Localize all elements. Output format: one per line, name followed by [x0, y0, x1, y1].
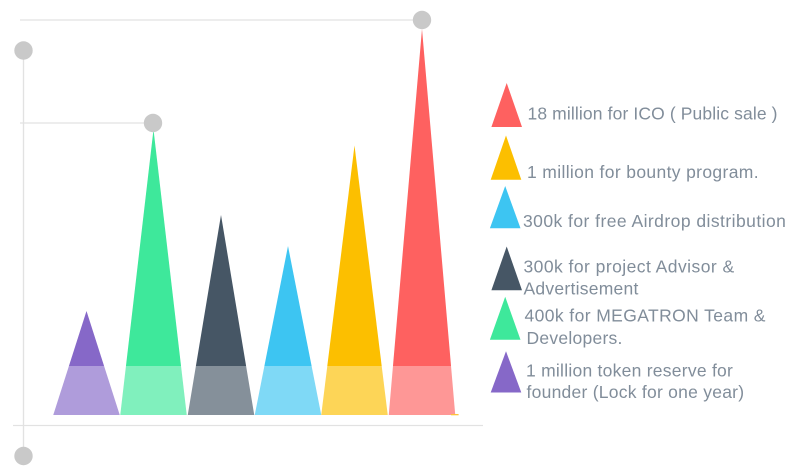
svg-text:1 million for bounty program.: 1 million for bounty program.: [527, 162, 759, 182]
svg-text:founder (Lock for one year): founder (Lock for one year): [527, 382, 745, 402]
svg-text:400k for MEGATRON Team &: 400k for MEGATRON Team &: [525, 306, 766, 326]
svg-text:1 million token reserve for: 1 million token reserve for: [526, 361, 733, 381]
svg-text:300k for project Advisor &: 300k for project Advisor &: [524, 256, 735, 276]
svg-text:18 million for ICO ( Public sa: 18 million for ICO ( Public sale ): [528, 104, 778, 124]
svg-text:Advertisement: Advertisement: [524, 278, 639, 298]
svg-text:Developers.: Developers.: [527, 328, 623, 348]
svg-text:300k for free Airdrop distribu: 300k for free Airdrop distribution: [523, 211, 786, 231]
